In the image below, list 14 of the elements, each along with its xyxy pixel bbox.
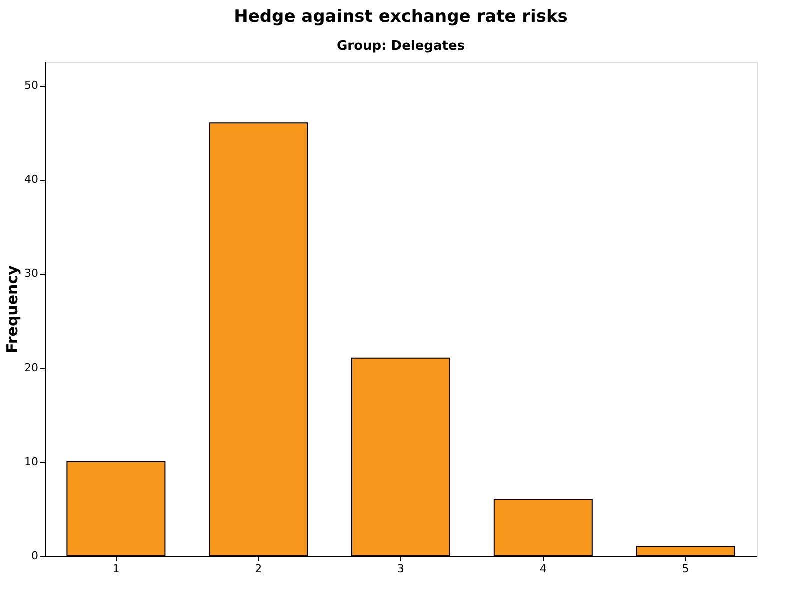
y-tick-label: 40 [24,173,38,186]
y-tick-label: 30 [24,267,38,280]
y-tick-label: 50 [24,79,38,92]
chart-subtitle: Group: Delegates [336,39,466,54]
x-tick-label: 1 [112,562,120,576]
x-tick-label: 5 [682,562,690,576]
y-tick-label: 0 [32,550,38,562]
x-tick-label: 3 [398,562,404,576]
x-tick-label: 4 [540,562,547,576]
chart-title: Hedge against exchange rate risks [234,7,568,27]
x-tick-label: 2 [255,562,262,576]
y-axis-title: Frequency [4,265,22,354]
y-tick-label: 20 [24,361,38,374]
y-tick-label: 10 [24,455,38,468]
